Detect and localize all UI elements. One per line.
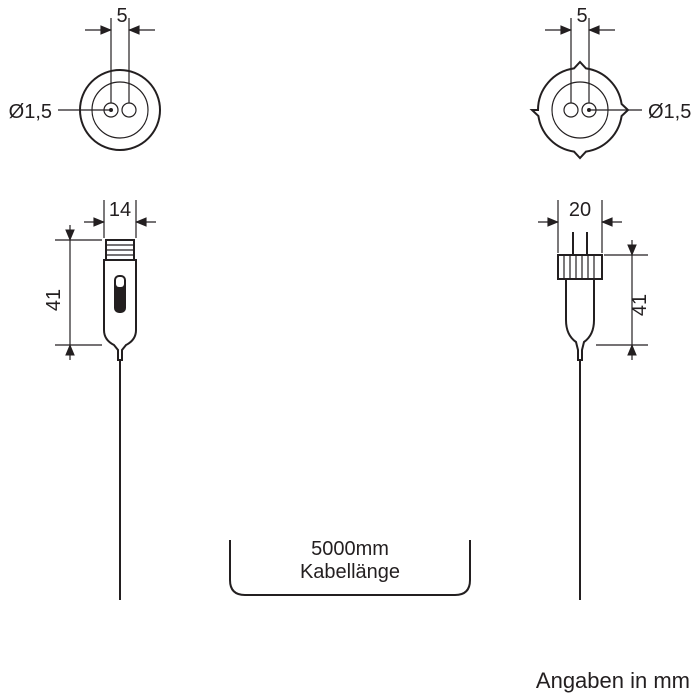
right-pin-spacing: 5 bbox=[576, 5, 587, 27]
units-note: Angaben in mm bbox=[536, 668, 690, 693]
right-hole-dia: Ø1,5 bbox=[648, 101, 691, 123]
left-pin-spacing: 5 bbox=[116, 5, 127, 27]
cable-length: 5000mm bbox=[311, 538, 389, 560]
left-hole-dia: Ø1,5 bbox=[9, 101, 52, 123]
right-body-width: 20 bbox=[569, 199, 591, 221]
cable-length-sub: Kabellänge bbox=[300, 561, 400, 583]
left-body-width: 14 bbox=[109, 199, 131, 221]
right-body-height: 41 bbox=[629, 294, 651, 316]
left-body-height: 41 bbox=[43, 289, 65, 311]
